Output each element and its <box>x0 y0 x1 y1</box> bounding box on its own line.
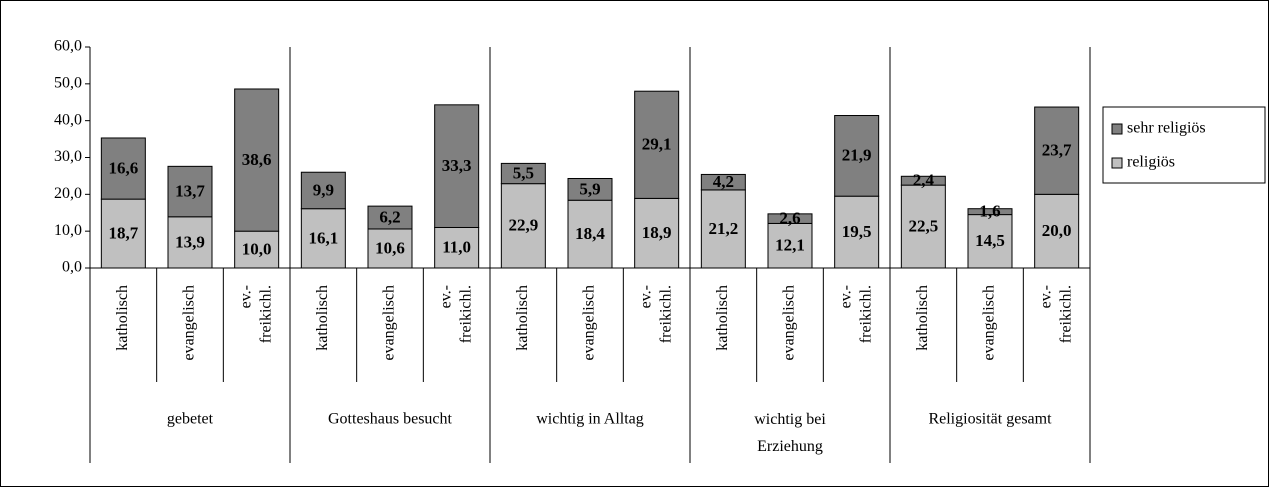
bar-segment <box>1034 106 1080 195</box>
bar-segment <box>100 137 146 200</box>
group-label: wichtig bei Erziehung <box>754 411 826 455</box>
y-tick-label: 10,0 <box>54 222 82 239</box>
y-tick-label: 20,0 <box>54 185 82 202</box>
group-label: Gotteshaus besucht <box>328 411 453 428</box>
bar-segment <box>1034 193 1080 269</box>
value-label: 10,0 <box>242 239 272 258</box>
bar-segment <box>500 183 546 269</box>
legend-label: sehr religiös <box>1127 120 1206 137</box>
bar-segment <box>434 226 480 269</box>
x-tick-label: ev.- freikichl. <box>437 285 474 343</box>
bar-segment <box>434 104 480 228</box>
group-label: wichtig in Alltag <box>536 411 644 428</box>
value-label: 29,1 <box>642 135 672 154</box>
bar-segment <box>567 177 613 201</box>
x-tick-label: ev.- freikichl. <box>637 285 674 343</box>
value-label: 1,6 <box>979 202 1000 221</box>
value-label: 5,5 <box>513 163 534 182</box>
x-tick-label: evangelisch <box>581 285 598 361</box>
y-tick-label: 50,0 <box>54 75 82 92</box>
bar-segment <box>834 195 880 269</box>
group-label: Religiosität gesamt <box>928 411 1052 428</box>
value-label: 18,4 <box>575 224 605 243</box>
x-tick-label: evangelisch <box>381 285 398 361</box>
bar-segment <box>234 88 280 232</box>
x-tick-label: katholisch <box>714 285 731 351</box>
bar-segment <box>900 175 946 186</box>
bar-segment <box>767 213 813 224</box>
bar-segment <box>634 197 680 269</box>
y-tick-label: 30,0 <box>54 148 82 165</box>
value-label: 22,9 <box>508 216 538 235</box>
bar-segment <box>767 222 813 269</box>
value-label: 10,6 <box>375 238 405 257</box>
x-tick-label: katholisch <box>114 285 131 351</box>
bar-segment <box>700 173 746 191</box>
x-tick-label: ev.- freikichl. <box>237 285 274 343</box>
x-tick-label: evangelisch <box>981 285 998 361</box>
value-label: 16,6 <box>108 158 138 177</box>
bar-segment <box>967 208 1013 216</box>
bar-segment <box>634 90 680 199</box>
value-label: 13,7 <box>175 181 205 200</box>
bar-segment <box>500 162 546 185</box>
bar-segment <box>167 165 213 218</box>
x-tick-label: ev.- freikichl. <box>837 285 874 343</box>
value-label: 11,0 <box>442 238 471 257</box>
x-tick-label: katholisch <box>914 285 931 351</box>
value-label: 22,5 <box>908 216 938 235</box>
bar-segment <box>300 171 346 210</box>
y-tick-label: 60,0 <box>54 38 82 55</box>
x-tick-label: katholisch <box>514 285 531 351</box>
value-label: 21,2 <box>708 219 738 238</box>
bar-segment <box>234 230 280 269</box>
bar-segment <box>700 189 746 269</box>
group-label: gebetet <box>167 411 214 428</box>
x-tick-label: evangelisch <box>181 285 198 361</box>
value-label: 5,9 <box>579 179 600 198</box>
value-label: 14,5 <box>975 231 1005 250</box>
x-tick-label: katholisch <box>314 285 331 351</box>
value-label: 21,9 <box>842 146 872 165</box>
value-label: 19,5 <box>842 222 872 241</box>
y-tick-label: 0,0 <box>62 259 82 276</box>
value-label: 18,7 <box>108 223 138 242</box>
y-tick-label: 40,0 <box>54 111 82 128</box>
value-label: 18,9 <box>642 223 672 242</box>
bar-segment <box>967 214 1013 269</box>
legend-box <box>1102 106 1266 184</box>
legend-label: religiös <box>1127 154 1175 171</box>
bar-segment <box>367 205 413 230</box>
value-label: 20,0 <box>1042 221 1072 240</box>
value-label: 4,2 <box>713 172 734 191</box>
value-label: 6,2 <box>379 207 400 226</box>
value-label: 33,3 <box>442 156 472 175</box>
value-label: 13,9 <box>175 232 205 251</box>
bar-segment <box>567 199 613 269</box>
bar-segment <box>900 184 946 269</box>
bar-segment <box>300 208 346 269</box>
value-label: 16,1 <box>308 228 338 247</box>
x-tick-label: ev.- freikichl. <box>1037 285 1074 343</box>
value-label: 23,7 <box>1042 141 1072 160</box>
legend-swatch <box>1111 123 1123 135</box>
x-tick-label: evangelisch <box>781 285 798 361</box>
value-label: 38,6 <box>242 150 272 169</box>
value-label: 12,1 <box>775 236 805 255</box>
legend-swatch <box>1111 157 1123 169</box>
value-label: 2,4 <box>913 171 935 190</box>
value-label: 9,9 <box>313 180 334 199</box>
value-label: 2,6 <box>779 209 800 228</box>
bar-segment <box>834 115 880 197</box>
